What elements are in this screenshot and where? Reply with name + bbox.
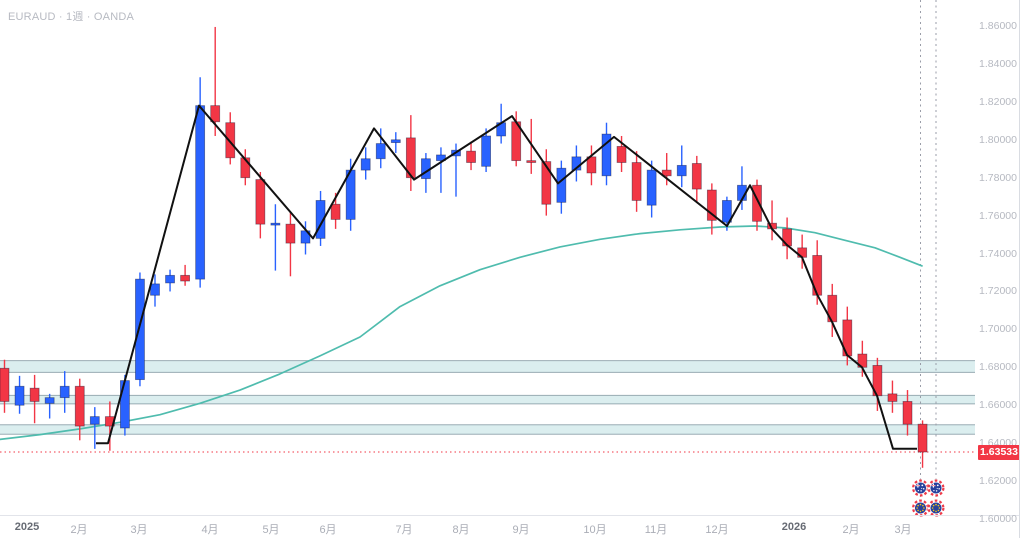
candle-down[interactable] (541, 149, 552, 216)
candle-down[interactable] (255, 172, 266, 239)
price-band[interactable] (0, 394, 975, 405)
price-tick-label: 1.82000 (979, 95, 1017, 108)
candle-down[interactable] (902, 390, 913, 436)
price-axis-border (1019, 0, 1020, 538)
candle-down[interactable] (706, 183, 717, 235)
price-tick-label: 1.68000 (979, 361, 1017, 374)
price-axis[interactable]: 1.86000 1.84000 1.82000 1.80000 1.78000 1.760… (975, 0, 1024, 538)
price-tick-label: 1.84000 (979, 57, 1017, 70)
australia-flag-event-icon[interactable] (911, 479, 930, 497)
candle-down[interactable] (240, 149, 251, 186)
candle-up[interactable] (44, 393, 55, 419)
candle-down[interactable] (661, 153, 672, 186)
candle-up[interactable] (59, 371, 70, 413)
zigzag-polyline[interactable] (96, 104, 917, 450)
time-tick-label: 7月 (395, 524, 413, 536)
price-band[interactable] (0, 360, 975, 373)
symbol-title[interactable]: EURAUD · 1週 · OANDA (8, 11, 135, 23)
candle-down[interactable] (405, 115, 416, 191)
eu-flag-event-icon[interactable] (911, 499, 930, 517)
candle-up[interactable] (676, 145, 687, 188)
candle-down[interactable] (180, 264, 191, 286)
time-tick-label: 12月 (705, 524, 729, 536)
price-tick-label: 1.80000 (979, 133, 1017, 146)
price-tick-label: 1.78000 (979, 171, 1017, 184)
price-tick-label: 1.74000 (979, 247, 1017, 260)
candle-up[interactable] (481, 128, 492, 173)
time-tick-label: 2025 (14, 521, 40, 533)
support-resistance-bands[interactable] (0, 360, 975, 435)
zigzag-drawing[interactable] (96, 104, 917, 450)
candle-series[interactable] (0, 26, 928, 468)
time-tick-label: 10月 (583, 524, 607, 536)
candle-up[interactable] (315, 190, 326, 246)
candle-down[interactable] (225, 112, 236, 165)
price-tick-label: 1.86000 (979, 20, 1017, 32)
price-tick-label: 1.70000 (979, 323, 1017, 336)
candle-up[interactable] (89, 407, 100, 449)
candle-down[interactable] (767, 200, 777, 241)
time-tick-label: 11月 (644, 524, 668, 536)
candle-down[interactable] (285, 211, 296, 277)
candle-up[interactable] (14, 375, 25, 414)
candle-up[interactable] (360, 147, 371, 180)
candle-up[interactable] (135, 272, 145, 387)
candle-down[interactable] (917, 420, 928, 468)
time-tick-label: 8月 (452, 524, 470, 536)
price-tick-label: 1.66000 (979, 399, 1017, 412)
candle-down[interactable] (0, 359, 10, 413)
time-tick-label: 5月 (262, 524, 280, 536)
time-tick-label: 3月 (894, 524, 912, 536)
candle-down[interactable] (29, 374, 40, 424)
candle-up[interactable] (556, 160, 567, 214)
time-axis[interactable]: 2025 2月 3月 4月 5月 6月 7月 8月 9月 10月 11月 12月 2026 2月 3月 (0, 515, 1019, 538)
economic-event-icons[interactable] (911, 479, 945, 517)
price-band[interactable] (0, 424, 975, 435)
price-tick-label: 1.62000 (979, 475, 1017, 488)
candle-down[interactable] (526, 118, 537, 174)
candle-down[interactable] (210, 26, 221, 136)
price-tick-label: 1.72000 (979, 285, 1017, 298)
candle-up[interactable] (195, 77, 206, 288)
candle-up[interactable] (165, 269, 175, 292)
candle-up[interactable] (270, 204, 281, 271)
candle-up[interactable] (571, 145, 582, 182)
candle-down[interactable] (586, 145, 597, 186)
time-tick-label: 4月 (201, 524, 219, 536)
time-tick-label: 6月 (319, 524, 337, 536)
candle-up[interactable] (601, 122, 612, 186)
price-tick-label: 1.60000 (979, 512, 1017, 525)
candle-down[interactable] (691, 155, 702, 203)
candle-down[interactable] (511, 111, 522, 167)
candle-up[interactable] (375, 128, 386, 169)
australia-flag-event-icon[interactable] (927, 479, 945, 497)
candle-up[interactable] (436, 147, 446, 193)
time-tick-label: 2月 (70, 524, 88, 536)
candle-up[interactable] (150, 274, 160, 307)
ma-polyline[interactable] (0, 225, 923, 441)
candle-down[interactable] (74, 378, 85, 441)
candle-down[interactable] (631, 151, 642, 212)
price-tick-label: 1.76000 (979, 209, 1017, 222)
candle-down[interactable] (752, 179, 762, 231)
candle-up[interactable] (646, 160, 657, 218)
candle-down[interactable] (887, 380, 898, 413)
candle-down[interactable] (782, 217, 792, 260)
time-tick-label: 9月 (512, 524, 530, 536)
moving-average-line[interactable] (0, 225, 923, 441)
time-tick-label: 2月 (842, 524, 860, 536)
candle-down[interactable] (466, 141, 476, 171)
time-tick-label: 2026 (781, 521, 807, 533)
time-tick-label: 3月 (130, 524, 148, 536)
current-price-badge: 1.63533 (978, 444, 1020, 460)
candle-up[interactable] (390, 132, 401, 154)
